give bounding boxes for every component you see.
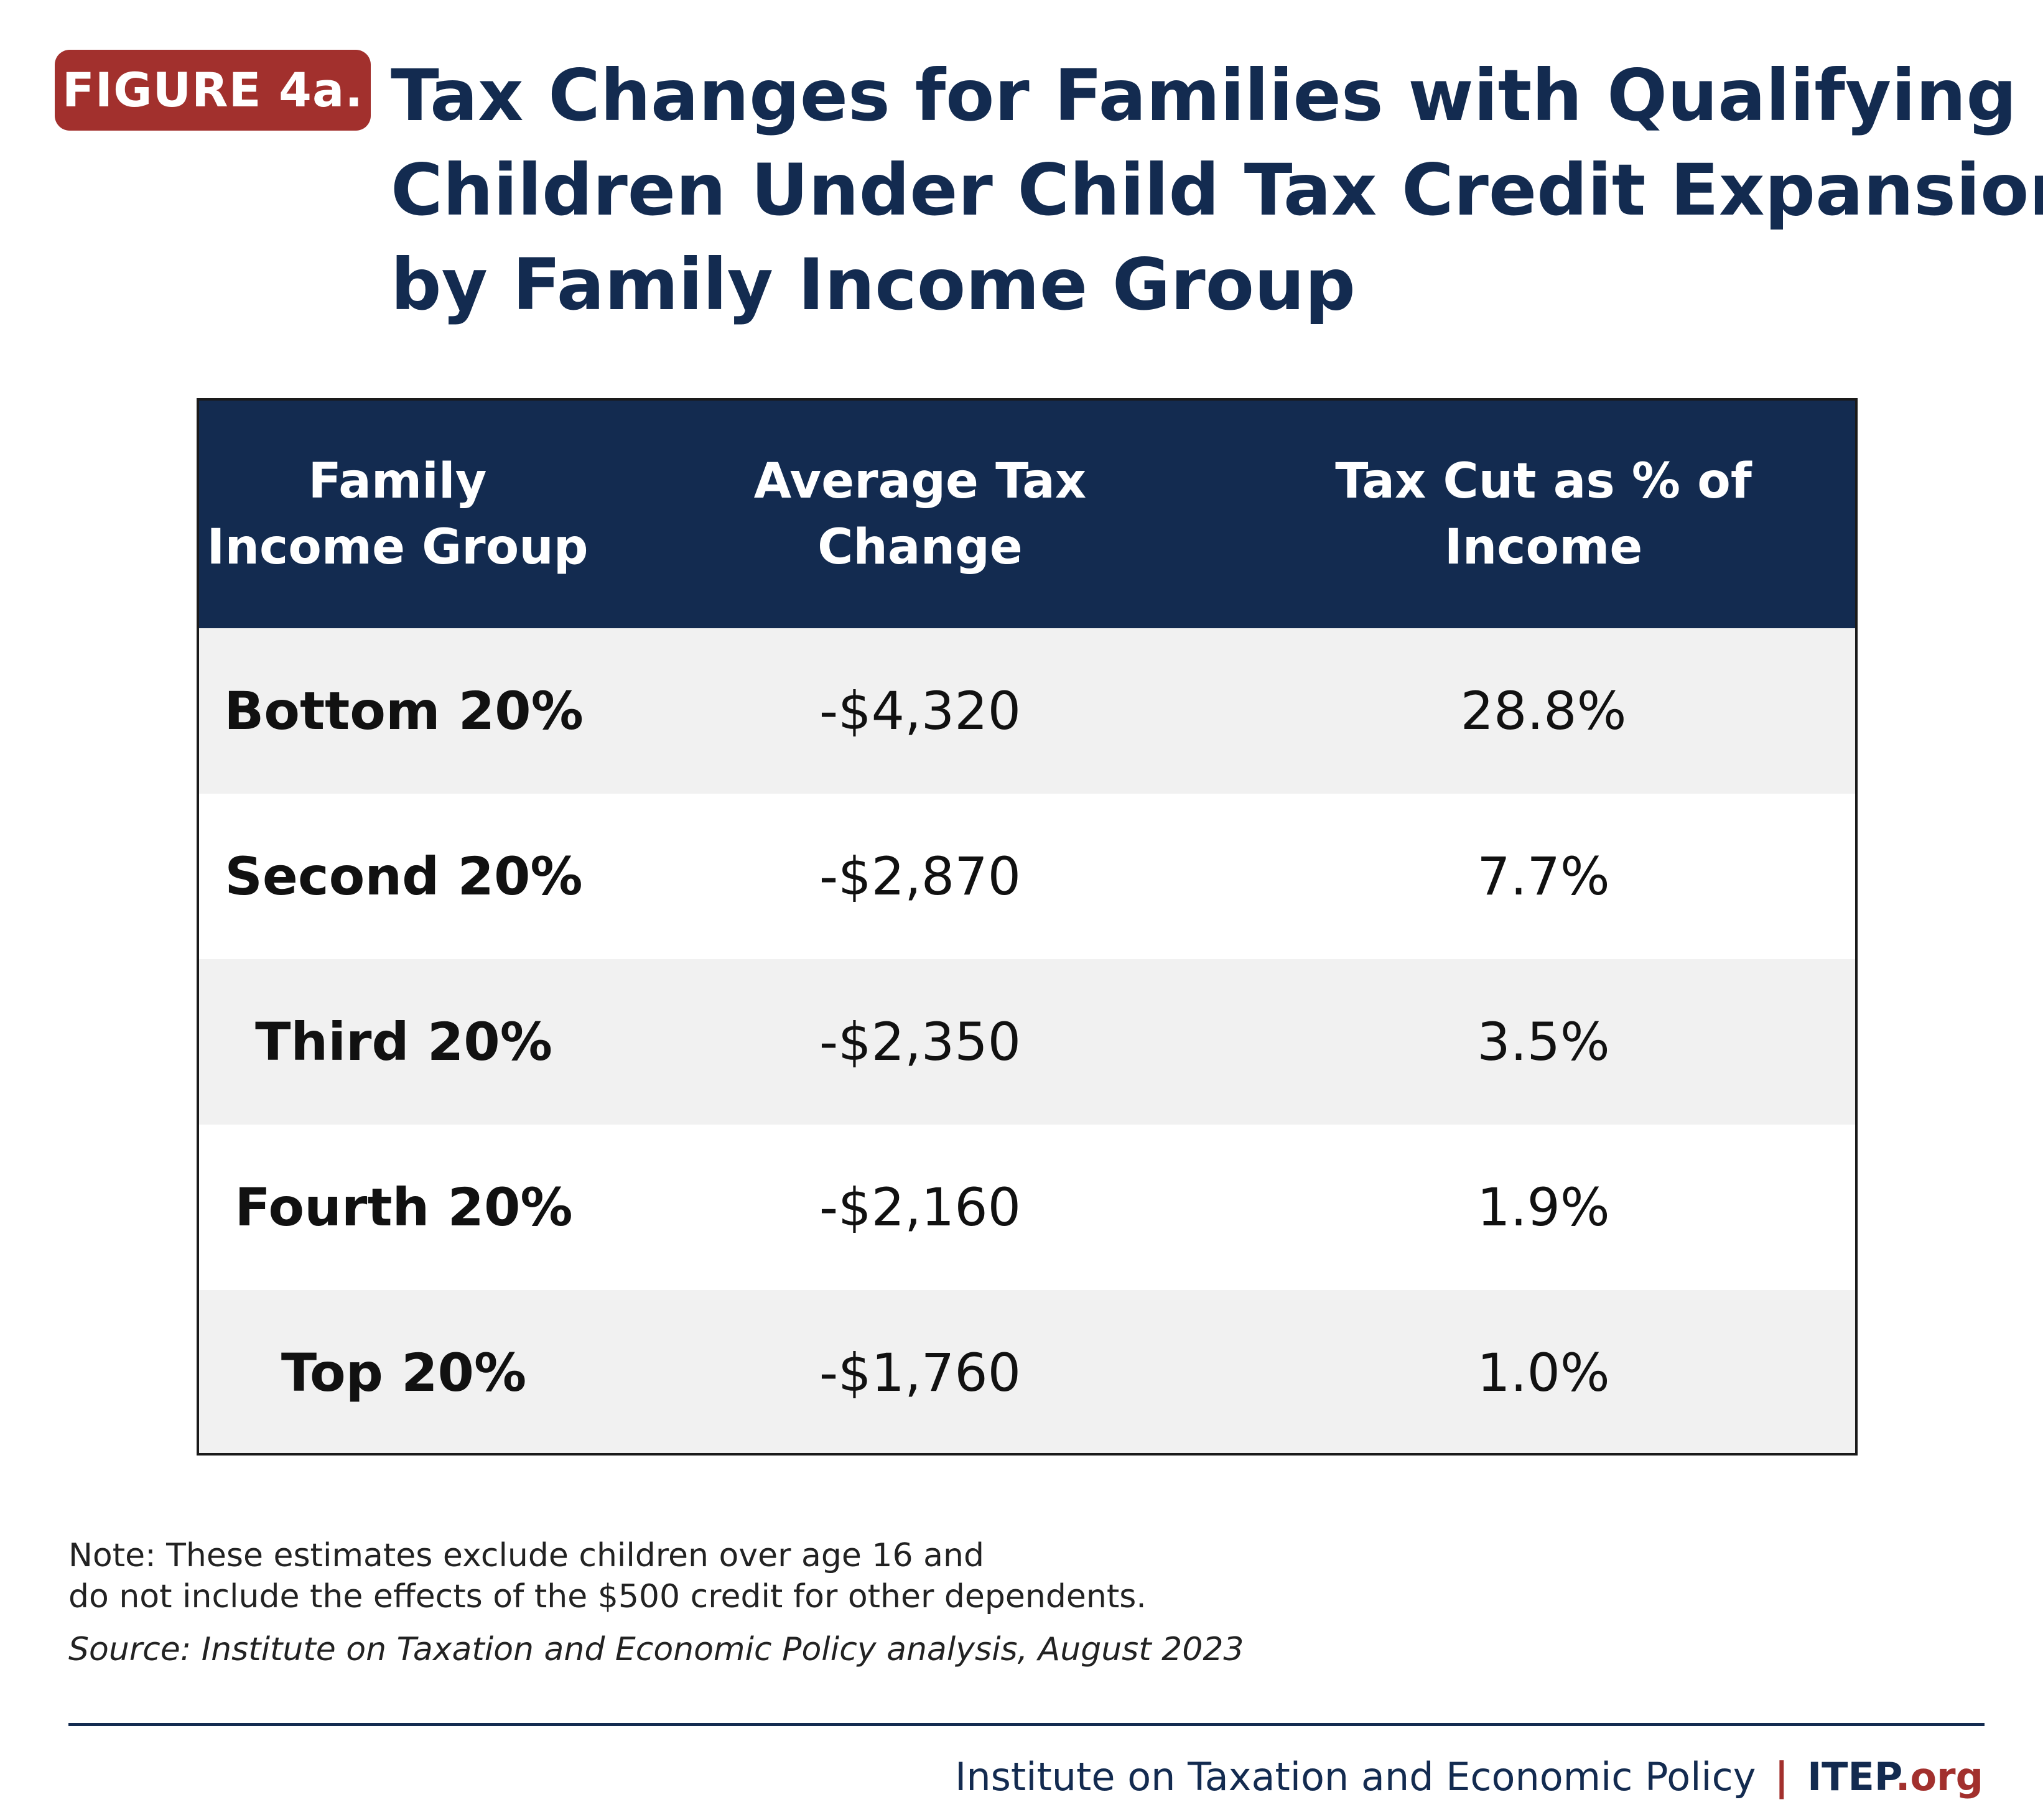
pct-income-cell: 1.0% bbox=[1477, 1342, 1610, 1403]
avg-tax-change-cell: -$2,350 bbox=[819, 1011, 1022, 1072]
table-header-row: Family Income Group Average Tax Change T… bbox=[199, 401, 1855, 628]
column-header-avg-tax-change: Average Tax Change bbox=[608, 401, 1232, 628]
pct-income-cell: 7.7% bbox=[1477, 846, 1610, 907]
table-row: Third 20% -$2,350 3.5% bbox=[199, 959, 1855, 1125]
avg-tax-change-cell: -$4,320 bbox=[819, 680, 1022, 741]
column-header-line: Average Tax bbox=[753, 453, 1087, 509]
footer-brand-suffix: .org bbox=[1895, 1754, 1983, 1799]
column-header-line: Tax Cut as % of bbox=[1335, 453, 1752, 509]
income-group-cell: Second 20% bbox=[225, 846, 583, 907]
note-line: do not include the effects of the $500 c… bbox=[68, 1578, 1147, 1615]
tax-change-table: Family Income Group Average Tax Change T… bbox=[197, 398, 1858, 1456]
figure-title-line: Children Under Child Tax Credit Expansio… bbox=[391, 149, 2043, 231]
footer-org-name: Institute on Taxation and Economic Polic… bbox=[955, 1754, 1756, 1799]
footer-separator: | bbox=[1774, 1754, 1789, 1799]
column-header-line: Income bbox=[1444, 519, 1643, 575]
avg-tax-change-cell: -$2,160 bbox=[819, 1177, 1022, 1238]
note-line: Note: These estimates exclude children o… bbox=[68, 1537, 984, 1574]
figure-title-line: by Family Income Group bbox=[391, 243, 1356, 326]
table-row: Top 20% -$1,760 1.0% bbox=[199, 1290, 1855, 1453]
footer-divider bbox=[68, 1723, 1985, 1726]
column-header-line: Family bbox=[308, 453, 487, 509]
note-text: Note: These estimates exclude children o… bbox=[68, 1535, 1147, 1617]
income-group-cell: Bottom 20% bbox=[224, 680, 584, 741]
pct-income-cell: 3.5% bbox=[1477, 1011, 1610, 1072]
income-group-cell: Third 20% bbox=[255, 1011, 552, 1072]
footer-credit: Institute on Taxation and Economic Polic… bbox=[955, 1754, 1983, 1799]
figure-title-line: Tax Changes for Families with Qualifying bbox=[391, 54, 2017, 137]
column-header-pct-income: Tax Cut as % of Income bbox=[1232, 401, 1855, 628]
table-row: Second 20% -$2,870 7.7% bbox=[199, 794, 1855, 959]
table-row: Bottom 20% -$4,320 28.8% bbox=[199, 628, 1855, 794]
column-header-line: Change bbox=[817, 519, 1023, 575]
column-header-line: Income Group bbox=[207, 519, 589, 575]
figure-title: Tax Changes for Families with Qualifying… bbox=[391, 49, 2043, 332]
pct-income-cell: 1.9% bbox=[1477, 1177, 1610, 1238]
avg-tax-change-cell: -$2,870 bbox=[819, 846, 1022, 907]
table-row: Fourth 20% -$2,160 1.9% bbox=[199, 1125, 1855, 1290]
column-header-income-group: Family Income Group bbox=[199, 401, 608, 628]
income-group-cell: Fourth 20% bbox=[235, 1177, 573, 1238]
figure-label-badge: FIGURE 4a. bbox=[55, 50, 371, 131]
source-text: Source: Institute on Taxation and Econom… bbox=[68, 1631, 1244, 1668]
income-group-cell: Top 20% bbox=[281, 1342, 527, 1403]
pct-income-cell: 28.8% bbox=[1460, 680, 1627, 741]
avg-tax-change-cell: -$1,760 bbox=[819, 1342, 1022, 1403]
footer-brand-logo: ITEP bbox=[1807, 1754, 1896, 1799]
